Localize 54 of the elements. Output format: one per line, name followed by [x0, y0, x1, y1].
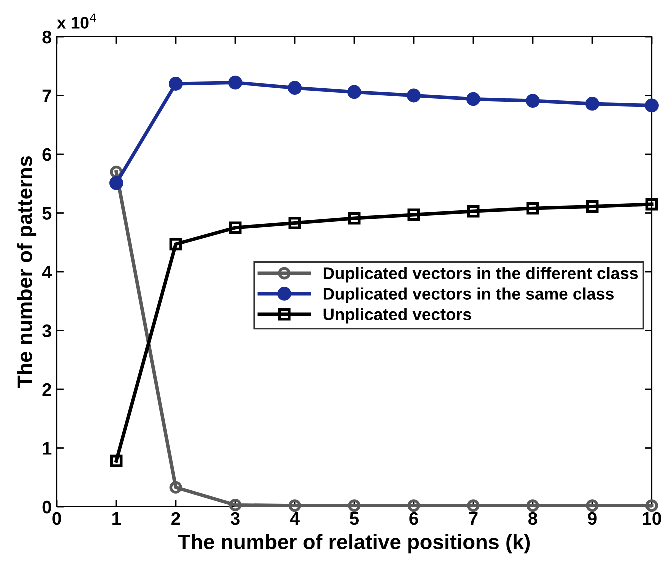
x-tick-label: 2	[172, 512, 180, 525]
point	[348, 500, 361, 512]
point	[408, 208, 420, 222]
x-tick-label: 6	[410, 512, 418, 526]
point	[288, 216, 302, 230]
legend-label: Unplicated vectors	[324, 308, 472, 324]
point	[586, 200, 599, 214]
x-tick-label: 7	[469, 512, 478, 525]
y-tick-label: 2	[42, 383, 52, 396]
point	[169, 77, 183, 91]
point	[586, 500, 599, 512]
point	[170, 481, 182, 494]
point	[288, 81, 302, 96]
legend-label: Duplicated vectors in the same class	[324, 288, 614, 304]
point	[646, 198, 658, 211]
x-tick-label: 4	[290, 512, 300, 525]
point	[466, 92, 480, 106]
y-tick-label: 7	[42, 90, 52, 102]
y-tick-label: 1	[43, 442, 52, 455]
x-tick-label: 9	[588, 512, 597, 526]
point	[229, 498, 242, 512]
y-tick-label: 4	[42, 266, 52, 279]
point	[348, 85, 362, 100]
x-tick-label: 8	[528, 512, 538, 526]
y-tick-label: 5	[42, 207, 52, 220]
point	[467, 205, 480, 218]
point	[645, 98, 659, 113]
x-tick-label: 3	[230, 512, 240, 526]
y-tick-label: 0	[42, 500, 52, 514]
point	[348, 212, 361, 225]
x-tick-label: 10	[643, 512, 662, 526]
point	[110, 176, 124, 190]
y-tick-label: 3	[42, 324, 52, 338]
x-tick-label: 5	[350, 512, 360, 526]
point	[170, 238, 182, 251]
x-tick-label: 1	[112, 512, 122, 525]
point	[467, 500, 480, 512]
text: x 10$^{4}$	[57, 14, 96, 29]
point	[526, 94, 540, 108]
y-axis-title: The number of patterns	[17, 156, 37, 388]
y-tick-label: 8	[42, 30, 52, 44]
point	[110, 454, 123, 468]
point	[526, 202, 540, 215]
point	[526, 500, 540, 512]
point	[229, 222, 242, 234]
x-tick-label: 0	[52, 512, 62, 526]
y-tick-label: 6	[42, 148, 52, 162]
x-axis-title: The number of relative positions (k)	[178, 534, 530, 554]
point	[228, 76, 242, 90]
point	[586, 97, 600, 111]
legend-label: Duplicated vectors in the different class	[324, 267, 638, 283]
point	[407, 88, 421, 103]
point	[288, 500, 302, 512]
point	[408, 500, 420, 512]
